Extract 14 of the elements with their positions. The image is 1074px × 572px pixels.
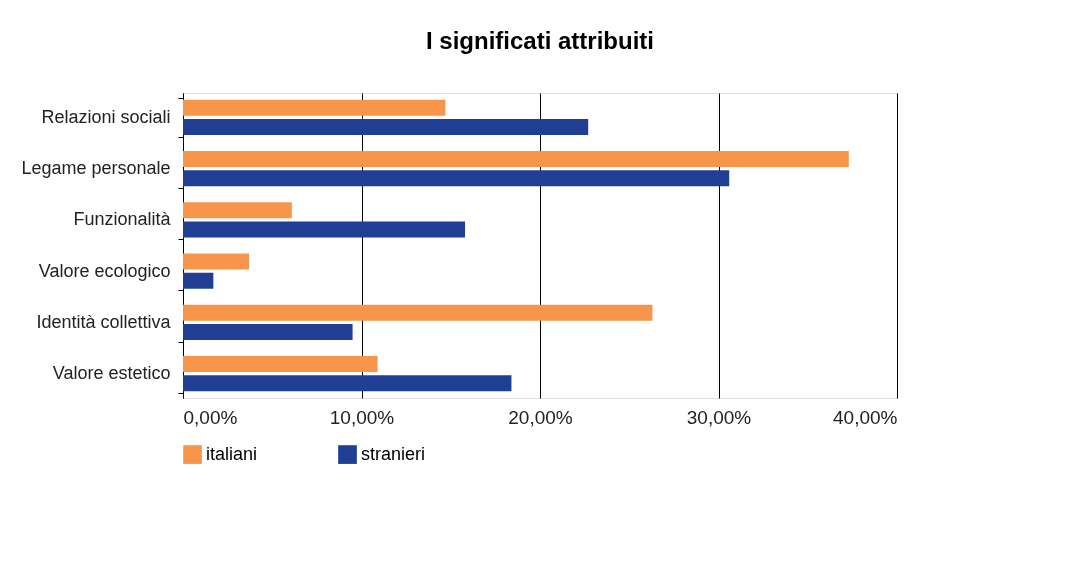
x-tick-label: 10,00% <box>329 406 395 428</box>
x-tick-label: 40,00% <box>833 406 898 428</box>
y-tick-label: Valore estetico <box>52 363 171 384</box>
y-tick-label: Legame personale <box>21 158 171 179</box>
legend-label: stranieri <box>361 443 426 464</box>
x-tick-label: 20,00% <box>508 406 573 428</box>
y-tick-label: Identità collettiva <box>36 311 172 332</box>
chart-title: I significati attribuiti <box>425 27 655 54</box>
x-tick-label: 0,00% <box>183 406 238 428</box>
y-tick-label: Relazioni sociali <box>41 106 171 127</box>
y-tick-label: Valore ecologico <box>38 260 171 281</box>
x-tick-label: 30,00% <box>686 406 752 428</box>
y-tick-label: Funzionalità <box>73 209 172 230</box>
legend-label: italiani <box>206 443 258 464</box>
